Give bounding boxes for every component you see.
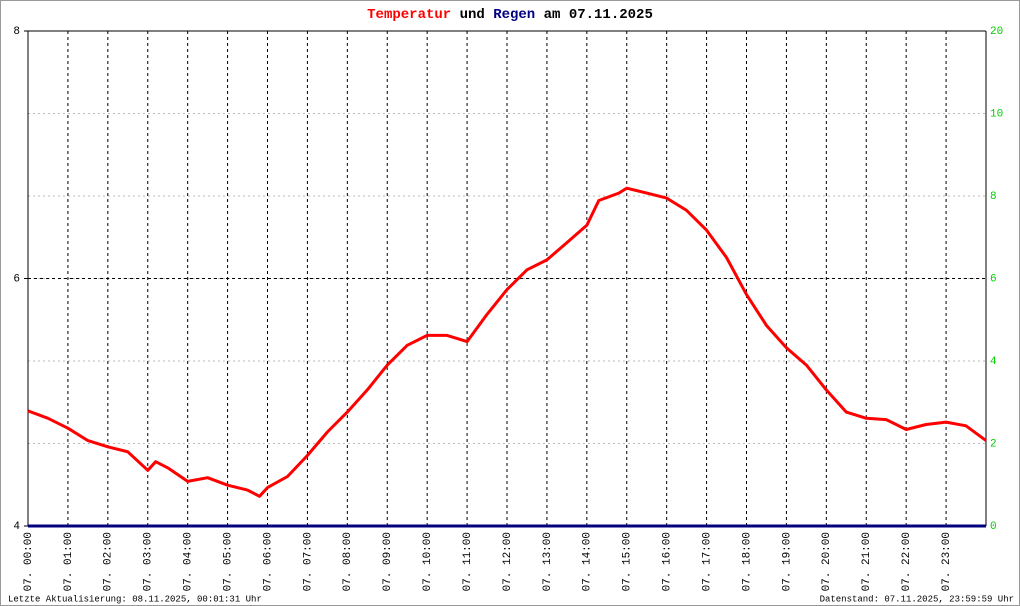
title-part: am 07.11.2025	[544, 7, 653, 23]
x-tick-label: 07. 06:00	[262, 532, 274, 591]
y-tick-label: 8	[13, 26, 20, 38]
title-part: Temperatur	[367, 7, 451, 23]
x-tick-label: 07. 16:00	[662, 532, 674, 591]
x-tick-label: 07. 22:00	[901, 532, 913, 591]
x-tick-label: 07. 23:00	[941, 532, 953, 591]
x-tick-label: 07. 15:00	[622, 532, 634, 591]
y-tick-label: 6	[13, 273, 20, 285]
y2-tick-label: 20	[990, 26, 1003, 38]
x-tick-label: 07. 07:00	[302, 532, 314, 591]
footer-right: Datenstand: 07.11.2025, 23:59:59 Uhr	[820, 594, 1014, 604]
x-tick-label: 07. 19:00	[781, 532, 793, 591]
x-tick-label: 07. 01:00	[63, 532, 75, 591]
x-tick-label: 07. 09:00	[382, 532, 394, 591]
x-tick-label: 07. 20:00	[821, 532, 833, 591]
y2-tick-label: 6	[990, 273, 997, 285]
x-tick-label: 07. 17:00	[701, 532, 713, 591]
x-tick-label: 07. 04:00	[183, 532, 195, 591]
x-tick-label: 07. 13:00	[542, 532, 554, 591]
x-tick-label: 07. 05:00	[222, 532, 234, 591]
y2-tick-label: 4	[990, 356, 997, 368]
y2-tick-label: 10	[990, 108, 1003, 120]
y2-tick-label: 2	[990, 438, 997, 450]
chart-title: Temperatur und Regen am 07.11.2025	[367, 7, 653, 23]
x-tick-label: 07. 02:00	[103, 532, 115, 591]
x-tick-label: 07. 18:00	[741, 532, 753, 591]
x-tick-label: 07. 00:00	[23, 532, 35, 591]
x-tick-label: 07. 14:00	[582, 532, 594, 591]
y2-tick-label: 8	[990, 191, 997, 203]
y-tick-label: 4	[13, 521, 20, 533]
x-tick-label: 07. 03:00	[143, 532, 155, 591]
footer-left: Letzte Aktualisierung: 08.11.2025, 00:01…	[8, 594, 262, 604]
x-tick-label: 07. 11:00	[462, 532, 474, 591]
series-line	[27, 186, 987, 498]
x-tick-label: 07. 10:00	[422, 532, 434, 591]
x-tick-label: 07. 12:00	[502, 532, 514, 591]
title-part: Regen	[493, 7, 535, 23]
x-tick-label: 07. 08:00	[342, 532, 354, 591]
y2-tick-label: 0	[990, 521, 997, 533]
x-tick-label: 07. 21:00	[861, 532, 873, 591]
title-part: und	[460, 7, 485, 23]
